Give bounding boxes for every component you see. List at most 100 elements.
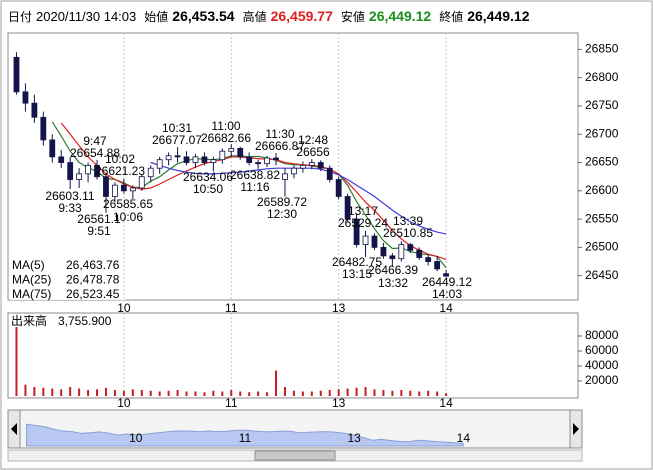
- volume-bar: [149, 390, 152, 396]
- y-tick-label: 26600: [585, 183, 619, 197]
- volume-bar: [230, 390, 233, 396]
- left-arrow: [11, 423, 17, 435]
- candle-body: [255, 162, 262, 165]
- candle-body: [425, 257, 432, 262]
- y-tick-label: 26700: [585, 126, 619, 140]
- candle-body: [282, 173, 288, 180]
- candle-body: [201, 156, 208, 163]
- volume-bar: [248, 392, 251, 396]
- candle-body: [76, 173, 83, 180]
- navigator-area: [26, 423, 464, 447]
- right-arrow: [573, 423, 579, 435]
- volume-bar: [283, 387, 286, 396]
- volume-bar: [122, 390, 125, 396]
- ma-line: [150, 161, 447, 235]
- volume-bar: [42, 387, 45, 396]
- x-tick-label: 10: [117, 396, 131, 410]
- y-tick-label: 26800: [585, 70, 619, 84]
- volume-bar: [292, 390, 295, 396]
- header-value: 26,449.12: [467, 8, 530, 24]
- volume-bar: [140, 390, 143, 396]
- volume-bar: [78, 388, 81, 396]
- volume-bar: [167, 390, 170, 396]
- annotation-time: 13:15: [342, 267, 372, 281]
- navigator-label: 10: [129, 431, 143, 445]
- annotation-price: 26638.82: [230, 168, 280, 182]
- header: 日付 2020/11/30 14:03 始値 26,453.54 高値 26,459.77…: [8, 8, 534, 28]
- volume-title: 出来高: [11, 313, 47, 328]
- annotation-price: 26510.85: [383, 226, 433, 240]
- navigator-label: 13: [347, 431, 361, 445]
- volume-bar: [257, 391, 260, 396]
- volume-bar: [212, 390, 215, 396]
- candle-body: [219, 150, 226, 161]
- volume-bar: [445, 393, 448, 396]
- candle-body: [174, 155, 181, 158]
- volume-bar: [131, 389, 134, 396]
- annotation-time: 9:47: [83, 134, 107, 148]
- candle-body: [22, 91, 29, 104]
- legend-value: 26,478.78: [66, 273, 120, 287]
- header-label: 高値: [242, 10, 267, 24]
- annotation-time: 10:02: [105, 152, 135, 166]
- candle-body: [156, 159, 163, 169]
- candle-body: [434, 261, 441, 270]
- candle-body: [335, 179, 342, 197]
- candle-body: [443, 273, 449, 277]
- annotation-price: 26589.72: [257, 195, 307, 209]
- y-tick-label: 26450: [585, 268, 619, 282]
- volume-bar: [113, 390, 116, 396]
- scroll-thumb[interactable]: [254, 450, 336, 461]
- header-value: 26,449.12: [368, 8, 432, 24]
- annotation-time: 13:39: [393, 214, 423, 228]
- annotation-time: 13:32: [378, 276, 408, 290]
- annotation-time: 11:00: [211, 119, 240, 133]
- volume-bar: [185, 391, 188, 396]
- volume-bar: [328, 390, 331, 396]
- candle-body: [67, 162, 74, 180]
- y-tick-label: 26750: [585, 98, 619, 112]
- volume-bar: [203, 392, 206, 396]
- volume-bar: [364, 387, 367, 396]
- volume-panel: [7, 312, 579, 399]
- candle-body: [353, 218, 360, 245]
- annotation-price: 26585.65: [103, 197, 153, 211]
- volume-bar: [382, 390, 385, 396]
- legend-name: MA(5): [12, 258, 45, 272]
- annotation-time: 10:06: [113, 210, 143, 224]
- header-value: 2020/11/30 14:03: [36, 9, 137, 24]
- volume-bar: [24, 384, 27, 396]
- annotation-time: 12:48: [298, 133, 328, 147]
- annotation-time: 10:31: [162, 121, 192, 135]
- volume-bar: [301, 391, 304, 396]
- y-tick-label: 60000: [585, 343, 619, 357]
- annotation-price: 26621.23: [95, 164, 145, 178]
- candle-body: [237, 147, 244, 158]
- x-tick-label: 14: [439, 396, 453, 410]
- y-tick-label: 80000: [585, 328, 619, 342]
- candle-body: [103, 176, 109, 197]
- candle-body: [317, 162, 324, 169]
- candle-body: [416, 249, 423, 258]
- candle-body: [299, 164, 306, 169]
- candle-body: [138, 176, 145, 189]
- volume-bar: [436, 391, 439, 396]
- ma-legend-box: [10, 257, 126, 300]
- volume-bar: [266, 392, 269, 396]
- volume-bar: [427, 390, 430, 396]
- volume-bar: [391, 390, 394, 396]
- candle-body: [380, 246, 387, 257]
- annotation-price: 26449.12: [422, 275, 472, 289]
- candle-body: [147, 167, 154, 178]
- volume-bar: [104, 387, 107, 396]
- candle-body: [40, 116, 47, 141]
- candle-body: [58, 156, 65, 163]
- navigator-label: 14: [457, 431, 471, 445]
- volume-bar: [51, 388, 54, 396]
- volume-bar: [33, 387, 36, 396]
- header-value: 26,459.77: [270, 8, 333, 24]
- y-tick-label: 26550: [585, 211, 619, 225]
- candle-body: [112, 184, 118, 197]
- volume-bar: [346, 388, 349, 396]
